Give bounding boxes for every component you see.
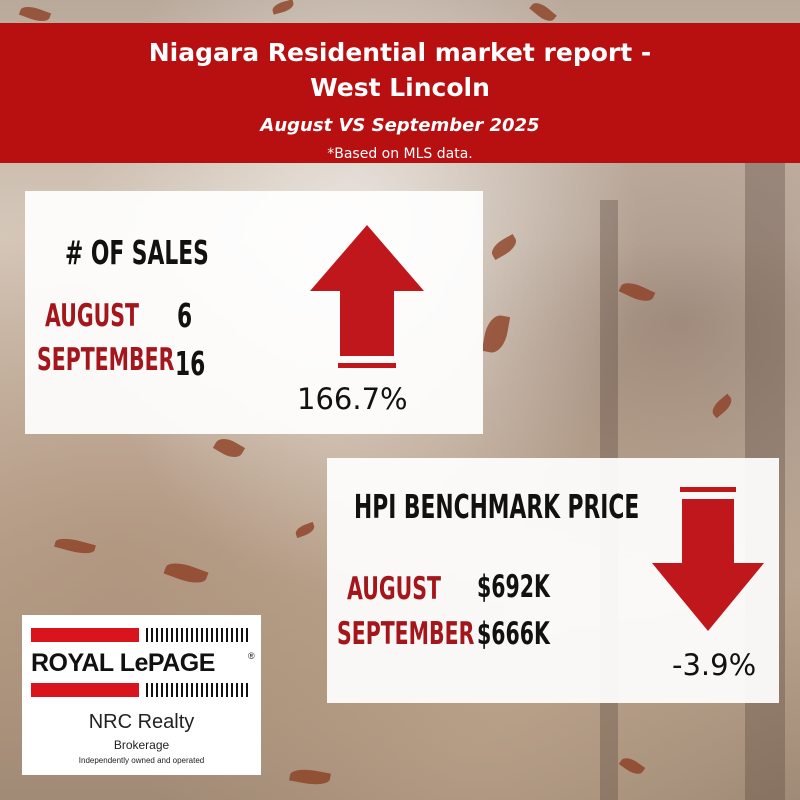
falling-leaf — [293, 521, 317, 539]
data-source-note: *Based on MLS data. — [327, 146, 473, 162]
header-banner: Niagara Residential market report - West… — [0, 23, 800, 163]
logo-stripes-bottom — [146, 683, 250, 697]
falling-leaf — [481, 313, 511, 355]
logo-brand-name: ROYAL LePAGE — [31, 649, 215, 677]
royal-lepage-logo: ROYAL LePAGE ® NRC Realty Brokerage Inde… — [22, 615, 261, 775]
logo-red-bar-bottom — [31, 683, 139, 697]
hpi-label-september: SEPTEMBER — [337, 616, 475, 652]
logo-stripes-top — [146, 628, 250, 642]
report-title-line1: Niagara Residential market report - — [148, 38, 652, 67]
falling-leaf — [271, 0, 295, 15]
sales-label-august: AUGUST — [45, 298, 139, 334]
sales-change-percent: 166.7% — [297, 382, 408, 416]
hpi-value-august: $692K — [477, 569, 550, 605]
falling-leaf — [289, 766, 331, 788]
logo-brokerage: Brokerage — [113, 738, 170, 752]
logo-red-bar-top — [31, 628, 139, 642]
falling-leaf — [529, 0, 557, 25]
logo-office-name: NRC Realty — [88, 711, 195, 733]
logo-tagline: Independently owned and operated — [78, 756, 205, 765]
arrow-down-icon — [652, 487, 764, 631]
falling-leaf — [18, 3, 52, 25]
hpi-change-percent: -3.9% — [672, 648, 757, 682]
sales-heading: # OF SALES — [65, 233, 209, 272]
falling-leaf — [708, 393, 736, 419]
sales-label-september: SEPTEMBER — [37, 342, 175, 378]
hpi-heading: HPI BENCHMARK PRICE — [354, 487, 640, 526]
logo-registered-mark: ® — [248, 651, 255, 661]
hpi-card: HPI BENCHMARK PRICE AUGUST $692K SEPTEMB… — [327, 458, 779, 703]
arrow-up-icon — [310, 225, 424, 368]
falling-leaf — [488, 233, 520, 261]
falling-leaf — [163, 558, 209, 588]
falling-leaf — [54, 535, 96, 557]
hpi-label-august: AUGUST — [347, 571, 441, 607]
falling-leaf — [618, 754, 646, 778]
sales-value-august: 6 — [177, 296, 193, 335]
falling-leaf — [618, 278, 656, 306]
report-title-line2: West Lincoln — [310, 73, 490, 102]
report-subtitle: August VS September 2025 — [260, 115, 540, 136]
sales-value-september: 16 — [175, 344, 206, 383]
sales-card: # OF SALES AUGUST 6 SEPTEMBER 16 166.7% — [25, 191, 483, 434]
hpi-value-september: $666K — [477, 616, 550, 652]
falling-leaf — [212, 434, 246, 462]
